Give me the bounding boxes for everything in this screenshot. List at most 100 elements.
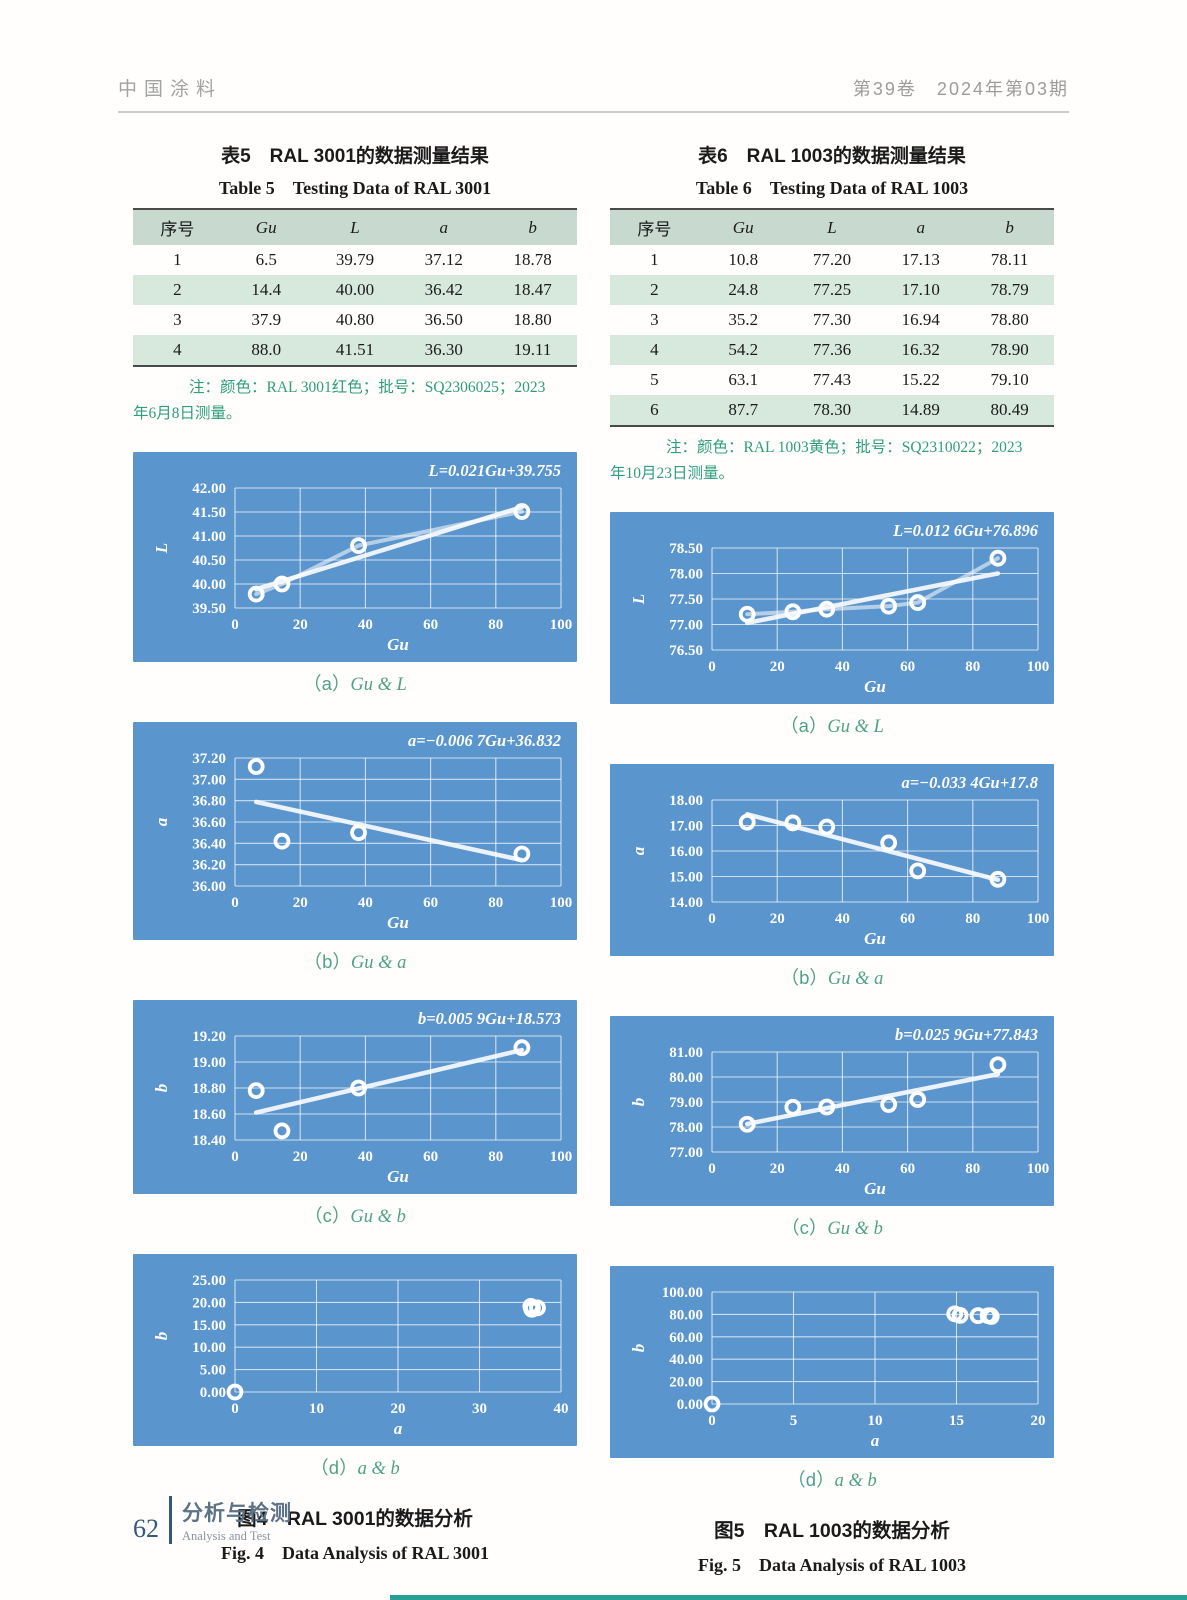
fig5c-panel-caption: （c）Gu & b: [610, 1214, 1054, 1240]
table-header-cell: 序号: [637, 220, 672, 239]
svg-text:20: 20: [391, 1401, 406, 1417]
table-cell: 14.4: [251, 280, 282, 299]
table-cell: 77.20: [812, 250, 852, 269]
panel-letter: （b）: [780, 967, 828, 989]
svg-text:81.00: 81.00: [669, 1045, 703, 1061]
svg-text:40: 40: [358, 617, 373, 633]
table-row: 1 10.8 77.20 17.13 78.11: [610, 245, 1054, 275]
table-row: 1 6.5 39.79 37.12 18.78: [133, 245, 577, 275]
svg-text:Gu: Gu: [864, 929, 886, 948]
table-cell: 78.80: [990, 310, 1029, 329]
svg-text:0: 0: [708, 911, 716, 927]
svg-text:0.00: 0.00: [677, 1397, 703, 1413]
svg-text:10: 10: [309, 1401, 324, 1417]
svg-text:37.20: 37.20: [192, 751, 226, 767]
svg-text:Gu: Gu: [864, 677, 886, 696]
svg-text:36.60: 36.60: [192, 815, 226, 831]
fig4b-panel-caption: （b）Gu & a: [133, 948, 577, 974]
table-cell: 17.10: [901, 280, 940, 299]
table-cell: 77.36: [812, 340, 852, 359]
svg-text:40: 40: [835, 1161, 850, 1177]
fig4d-chart: 0.00 5.00 10.00 15.00 20.00 25.00 0 10 20 30 40 a b: [133, 1254, 577, 1447]
svg-text:L=0.012 6Gu+76.896: L=0.012 6Gu+76.896: [892, 521, 1039, 540]
svg-text:36.00: 36.00: [192, 879, 226, 895]
table-cell: 15.22: [901, 370, 940, 389]
figure5-caption-en: Fig. 5 Data Analysis of RAL 1003: [697, 1555, 967, 1576]
table-cell: 87.7: [728, 400, 759, 419]
table5-title-en: Table 5 Testing Data of RAL 3001: [218, 178, 492, 198]
table-cell: 63.1: [728, 370, 759, 389]
table-cell: 16.94: [901, 310, 940, 329]
panel-variables: Gu & a: [350, 953, 407, 974]
svg-text:20: 20: [770, 911, 785, 927]
svg-text:100: 100: [1027, 911, 1050, 927]
svg-text:76.50: 76.50: [669, 643, 703, 659]
panel-variables: a & b: [357, 1459, 400, 1480]
svg-text:42.00: 42.00: [192, 481, 226, 497]
svg-text:40.50: 40.50: [192, 553, 226, 569]
table-header-cell: a: [916, 217, 926, 237]
svg-text:20: 20: [293, 617, 308, 633]
svg-text:b=0.025 9Gu+77.843: b=0.025 9Gu+77.843: [895, 1025, 1038, 1044]
table-header-cell: 序号: [160, 220, 195, 239]
svg-text:78.00: 78.00: [669, 1120, 703, 1136]
svg-text:0: 0: [231, 1401, 239, 1417]
table-cell: 1: [173, 250, 182, 269]
svg-text:18.40: 18.40: [192, 1133, 226, 1149]
svg-text:15: 15: [949, 1413, 964, 1429]
table-cell: 3: [650, 310, 659, 329]
journal-name: 中国涂料: [118, 79, 223, 100]
svg-text:15.00: 15.00: [192, 1318, 226, 1334]
table-cell: 80.49: [990, 400, 1029, 419]
table-header-cell: b: [528, 217, 537, 237]
svg-text:80.00: 80.00: [669, 1308, 703, 1324]
svg-text:40: 40: [554, 1401, 569, 1417]
svg-text:20: 20: [770, 1161, 785, 1177]
svg-text:39.50: 39.50: [192, 601, 226, 617]
table5-note-line2: 年6月8日测量。: [133, 404, 242, 422]
table-cell: 14.89: [901, 400, 940, 419]
table-cell: 78.30: [812, 400, 852, 419]
svg-text:36.80: 36.80: [192, 794, 226, 810]
table-row: 4 88.0 41.51 36.30 19.11: [133, 335, 577, 366]
panel-letter: （b）: [303, 951, 351, 973]
table5-note: 注：颜色：RAL 3001红色；批号：SQ2306025；2023 年6月8日测…: [133, 375, 577, 426]
table-cell: 88.0: [251, 340, 282, 359]
table-cell: 4: [173, 340, 182, 359]
svg-text:30: 30: [472, 1401, 487, 1417]
svg-text:40: 40: [358, 1149, 373, 1165]
svg-text:b=0.005 9Gu+18.573: b=0.005 9Gu+18.573: [418, 1009, 561, 1028]
svg-text:Gu: Gu: [864, 1179, 886, 1198]
panel-letter: （d）: [310, 1457, 358, 1479]
table-row: 6 87.7 78.30 14.89 80.49: [610, 395, 1054, 426]
svg-text:b: b: [152, 1084, 171, 1093]
svg-text:L: L: [152, 543, 171, 554]
table-header-cell: a: [439, 217, 449, 237]
table-cell: 3: [173, 310, 182, 329]
table-row: 3 35.2 77.30 16.94 78.80: [610, 305, 1054, 335]
table-cell: 18.80: [513, 310, 552, 329]
table6-title-cn: 表6 RAL 1003的数据测量结果: [698, 146, 966, 167]
svg-text:100: 100: [1027, 1161, 1050, 1177]
fig4a-chart: 39.50 40.00 40.50 41.00 41.50 42.00 0 20 40 60 80 1…: [133, 452, 577, 663]
svg-text:10.00: 10.00: [192, 1340, 226, 1356]
fig5b-chart: 14.00 15.00 16.00 17.00 18.00 0 20 40 60 80 100 Gu a…: [610, 764, 1054, 957]
page-bottom-strip: [390, 1595, 1187, 1600]
svg-text:L: L: [629, 594, 648, 605]
svg-text:77.00: 77.00: [669, 618, 703, 634]
svg-text:0: 0: [231, 617, 239, 633]
svg-text:100.00: 100.00: [662, 1285, 703, 1301]
svg-text:18.00: 18.00: [669, 793, 703, 809]
panel-variables: Gu & L: [827, 717, 884, 738]
svg-text:100: 100: [550, 617, 573, 633]
svg-text:36.40: 36.40: [192, 836, 226, 852]
table-cell: 6: [650, 400, 659, 419]
panel-letter: （c）: [304, 1205, 351, 1227]
table-cell: 18.78: [513, 250, 552, 269]
table-cell: 39.79: [335, 250, 375, 269]
svg-text:40.00: 40.00: [192, 577, 226, 593]
table-cell: 4: [650, 340, 659, 359]
table-cell: 54.2: [728, 340, 759, 359]
